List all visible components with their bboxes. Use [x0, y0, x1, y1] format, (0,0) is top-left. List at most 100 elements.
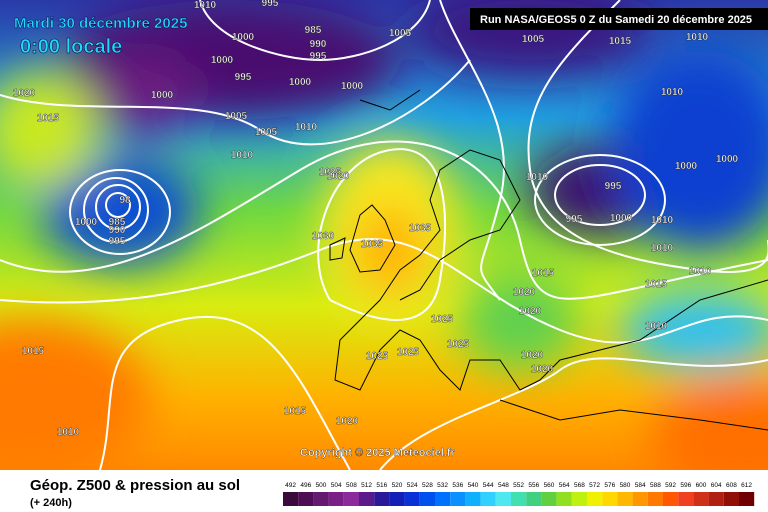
colorbar-label: 568: [574, 482, 585, 489]
colorbar-label: 580: [620, 482, 631, 489]
color-swatch: [526, 492, 542, 506]
color-swatch: [632, 492, 648, 506]
color-swatch: [328, 492, 344, 506]
colorbar-label: 516: [376, 482, 387, 489]
color-swatch: [313, 492, 329, 506]
color-swatch: [495, 492, 511, 506]
isobar-label: 1005: [389, 28, 412, 39]
colorbar-label: 572: [589, 482, 600, 489]
colorbar-label: 552: [513, 482, 524, 489]
colorbar-label: 596: [680, 482, 691, 489]
isobar-label: 985: [305, 25, 322, 36]
isobar-label: 1010: [661, 87, 684, 98]
color-swatch: [708, 492, 724, 506]
isobar-label: 1000: [211, 55, 234, 66]
color-swatch: [374, 492, 390, 506]
colorbar-label: 536: [452, 482, 463, 489]
color-swatch: [480, 492, 496, 506]
colorbar-label: 528: [422, 482, 433, 489]
color-swatch: [419, 492, 435, 506]
color-swatch: [647, 492, 663, 506]
isobar-label: 995: [235, 72, 252, 83]
color-swatch: [359, 492, 375, 506]
run-text: Run NASA/GEOS5 0 Z du Samedi 20 décembre…: [480, 14, 752, 26]
isobar-label: 1025: [447, 339, 470, 350]
colorbar-label: 520: [392, 482, 403, 489]
color-swatch: [298, 492, 314, 506]
colorbar: 492 496 500 504 508 512 516 520 524 528 532 536 540 5…: [283, 482, 755, 506]
colorbar-label: 524: [407, 482, 418, 489]
footer-lead: (+ 240h): [30, 497, 72, 509]
date: Mardi 30 décembre 2025: [14, 15, 187, 32]
isobar-label: 1015: [609, 36, 632, 47]
color-swatch: [541, 492, 557, 506]
isobar-label: 1010: [231, 150, 254, 161]
colorbar-label: 556: [528, 482, 539, 489]
colorbar-label: 600: [696, 482, 707, 489]
colorbar-label: 508: [346, 482, 357, 489]
isobar-label: 1015: [37, 113, 60, 124]
color-swatch: [617, 492, 633, 506]
isobar-label: 1000: [232, 32, 255, 43]
time: 0:00 locale: [20, 36, 122, 58]
colorbar-label: 496: [300, 482, 311, 489]
color-swatch: [404, 492, 420, 506]
color-swatch: [465, 492, 481, 506]
isobar-label: 1020: [327, 171, 350, 182]
color-swatch: [389, 492, 405, 506]
color-swatch: [663, 492, 679, 506]
isobar-label: 1010: [57, 427, 80, 438]
copyright: Copyright © 2025 Meteociel.fr: [300, 447, 456, 459]
isobar-label: 1015: [22, 346, 45, 357]
isobar-label: 1010: [645, 321, 668, 332]
isobar-label: 995: [310, 51, 327, 62]
color-swatch: [739, 492, 755, 506]
isobar-label: 1010: [686, 32, 709, 43]
colorbar-label: 504: [331, 482, 342, 489]
isobar-label: 1010: [651, 243, 674, 254]
color-swatch: [283, 492, 299, 506]
isobar-label: 1015: [284, 406, 307, 417]
color-swatch: [678, 492, 694, 506]
isobar-label: 1010: [651, 215, 674, 226]
color-swatch: [571, 492, 587, 506]
isobar-label: 1005: [225, 111, 248, 122]
isobar-label: 1000: [716, 154, 739, 165]
colorbar-label: 612: [741, 482, 752, 489]
colorbar-label: 584: [635, 482, 646, 489]
colorbar-label: 532: [437, 482, 448, 489]
isobar-label: 995: [566, 214, 583, 225]
isobar-label: 1025: [431, 314, 454, 325]
colorbar-label: 576: [604, 482, 615, 489]
isobar-label: 1010: [295, 122, 318, 133]
footer-title: Géop. Z500 & pression au sol: [30, 477, 240, 494]
colorbar-label: 588: [650, 482, 661, 489]
isobar-label: 1015: [532, 268, 555, 279]
color-swatch: [602, 492, 618, 506]
isobars: [0, 0, 768, 470]
isobar-label: 1000: [610, 213, 633, 224]
colorbar-label: 512: [361, 482, 372, 489]
isobar-label: 1020: [519, 306, 542, 317]
colorbar-label: 548: [498, 482, 509, 489]
coastlines: [329, 89, 768, 431]
isobar-label: 1020: [531, 364, 554, 375]
color-swatch: [450, 492, 466, 506]
isobar-label: 1010: [194, 0, 217, 11]
isobar-label: 1025: [397, 347, 420, 358]
isobar-label: 1000: [151, 90, 174, 101]
isobar-label: 1010: [526, 172, 549, 183]
isobar-label: 1000: [341, 81, 364, 92]
isobar-label: 1020: [521, 350, 544, 361]
color-swatch: [556, 492, 572, 506]
isobar-label: 985: [109, 217, 126, 228]
colorbar-label: 560: [544, 482, 555, 489]
color-swatch: [343, 492, 359, 506]
isobar-label: 1020: [513, 287, 536, 298]
colorbar-label: 604: [711, 482, 722, 489]
header: Run NASA/GEOS5 0 Z du Samedi 20 décembre…: [14, 8, 768, 459]
color-swatch: [511, 492, 527, 506]
color-swatch: [587, 492, 603, 506]
